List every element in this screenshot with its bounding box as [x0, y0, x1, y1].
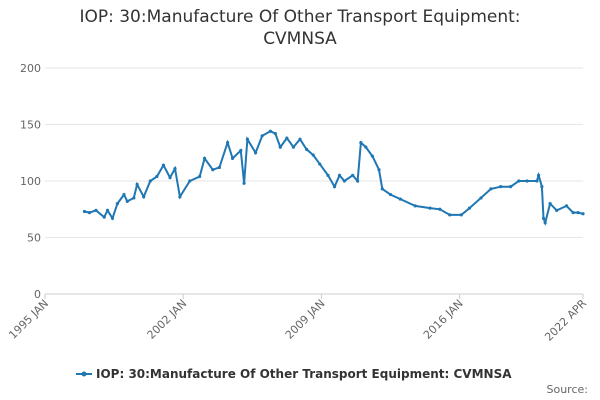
point [217, 165, 221, 170]
point [541, 216, 546, 220]
point [260, 134, 264, 138]
point [380, 187, 384, 191]
point [377, 168, 381, 172]
point [548, 202, 552, 206]
point [155, 174, 159, 179]
point [230, 156, 235, 160]
point [311, 153, 315, 157]
point [326, 173, 330, 177]
point [540, 185, 544, 189]
x-tick-label: 2016 JAN [421, 297, 466, 342]
point [253, 151, 258, 155]
point [388, 192, 393, 197]
point [135, 182, 139, 186]
point [278, 145, 282, 149]
point [105, 208, 110, 212]
chart-title: IOP: 30:Manufacture Of Other Transport E… [79, 7, 520, 27]
point [555, 208, 559, 212]
legend-label: IOP: 30:Manufacture Of Other Transport E… [96, 367, 512, 381]
line [84, 130, 584, 227]
point [211, 168, 215, 172]
point [304, 147, 309, 151]
point [178, 195, 182, 199]
point [581, 212, 585, 216]
source: Source: [547, 383, 589, 396]
point [173, 166, 177, 171]
point [242, 181, 246, 185]
point [110, 216, 115, 220]
point [273, 131, 277, 136]
point [102, 215, 106, 219]
point [198, 174, 202, 179]
point [398, 197, 402, 201]
point [428, 206, 432, 210]
point [499, 185, 503, 189]
x-tick-label: 2002 JAN [145, 297, 190, 342]
point [268, 129, 273, 133]
point [87, 211, 92, 215]
point [132, 196, 136, 200]
point [536, 173, 541, 177]
point [318, 162, 322, 166]
point [576, 211, 580, 215]
point [438, 207, 442, 211]
point [298, 137, 302, 141]
chart-title: CVMNSA [263, 29, 337, 49]
point [342, 179, 347, 183]
y-tick-label: 200 [20, 62, 41, 75]
point [359, 140, 363, 145]
point [525, 179, 529, 183]
point [122, 192, 126, 197]
point [351, 173, 355, 177]
point [161, 163, 166, 167]
point [517, 179, 521, 183]
point [355, 179, 360, 183]
point [188, 179, 192, 183]
point [82, 209, 87, 214]
y-tick-label: 0 [34, 288, 41, 301]
legend-marker [81, 371, 87, 377]
point [448, 213, 452, 217]
point [148, 179, 152, 183]
point [125, 199, 129, 203]
point [332, 185, 337, 189]
point [94, 208, 98, 212]
point [245, 137, 249, 141]
point [459, 213, 463, 217]
point [285, 136, 289, 140]
y-tick-label: 150 [20, 119, 41, 132]
point [226, 140, 230, 145]
point [564, 204, 569, 208]
point [202, 156, 207, 160]
x-tick-label: 1995 JAN [6, 297, 51, 342]
point [479, 196, 483, 200]
point [413, 204, 417, 208]
x-tick-label: 2022 APR [542, 297, 589, 344]
point [543, 221, 547, 225]
point [489, 187, 493, 191]
point [337, 173, 342, 177]
point [370, 154, 375, 158]
y-tick-label: 100 [20, 175, 41, 188]
point [291, 145, 296, 149]
x-tick-label: 2009 JAN [283, 297, 328, 342]
point [535, 179, 539, 183]
point [467, 206, 472, 210]
point [142, 195, 146, 199]
point [168, 176, 172, 180]
y-tick-label: 50 [27, 232, 41, 245]
point [115, 202, 119, 206]
point [239, 148, 243, 153]
point [571, 211, 575, 215]
point [364, 145, 368, 149]
point [509, 185, 513, 189]
